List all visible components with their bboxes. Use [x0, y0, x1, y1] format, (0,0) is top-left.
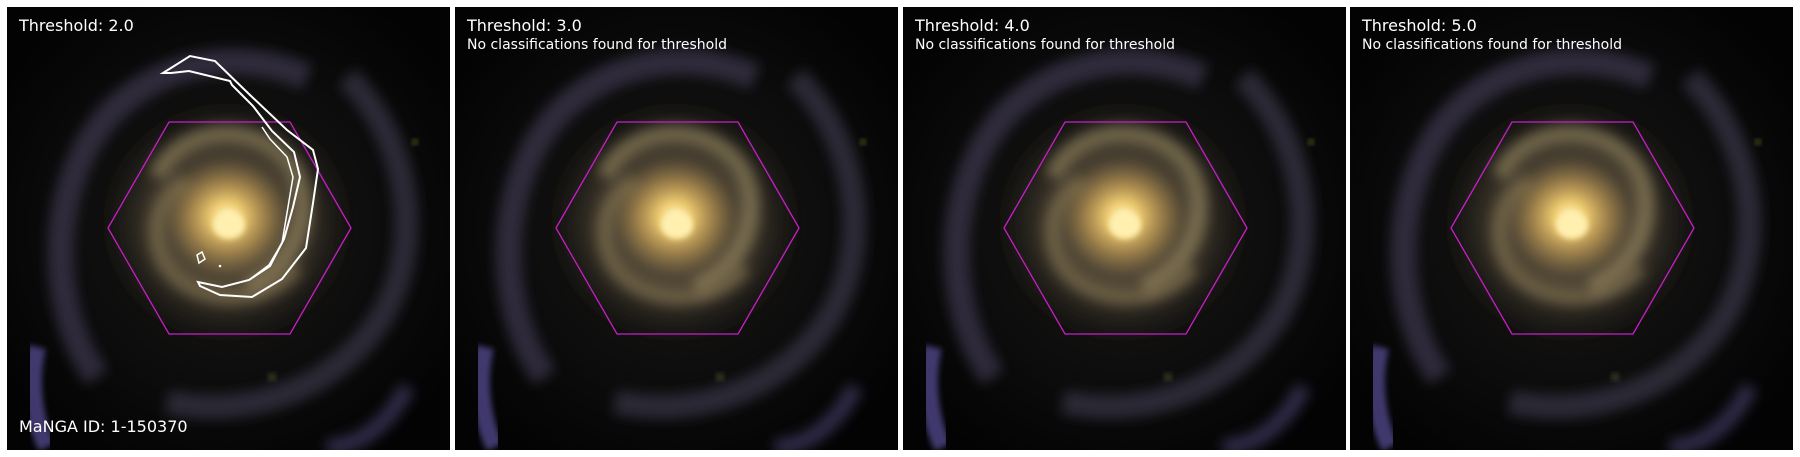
ifu-hexagon: [1450, 121, 1695, 335]
overlay-layer: [1003, 121, 1248, 335]
classification-contour-small: [196, 250, 206, 265]
image-panel-threshold-4: Threshold: 4.0 No classifications found …: [903, 7, 1346, 450]
no-classification-note: No classifications found for threshold: [1362, 37, 1622, 53]
panel-title: Threshold: 5.0: [1362, 16, 1477, 35]
overlay-layer: [555, 121, 800, 335]
no-classification-note: No classifications found for threshold: [467, 37, 727, 53]
panel-title: Threshold: 4.0: [915, 16, 1030, 35]
ifu-hexagon: [107, 121, 352, 335]
image-panel-threshold-2: Threshold: 2.0 MaNGA ID: 1-150370: [7, 7, 450, 450]
classification-contour-inner: [248, 126, 294, 281]
no-classification-note: No classifications found for threshold: [915, 37, 1175, 53]
overlay-layer: [1450, 121, 1695, 335]
panel-title: Threshold: 3.0: [467, 16, 582, 35]
ifu-hexagon: [1003, 121, 1248, 335]
image-panel-threshold-3: Threshold: 3.0 No classifications found …: [455, 7, 898, 450]
classification-contour-dot: [218, 264, 222, 268]
ifu-hexagon: [555, 121, 800, 335]
classification-contour: [159, 54, 320, 299]
image-panel-threshold-5: Threshold: 5.0 No classifications found …: [1350, 7, 1793, 450]
manga-id-label: MaNGA ID: 1-150370: [19, 417, 188, 436]
overlay-layer: [107, 54, 352, 335]
panel-title: Threshold: 2.0: [19, 16, 134, 35]
